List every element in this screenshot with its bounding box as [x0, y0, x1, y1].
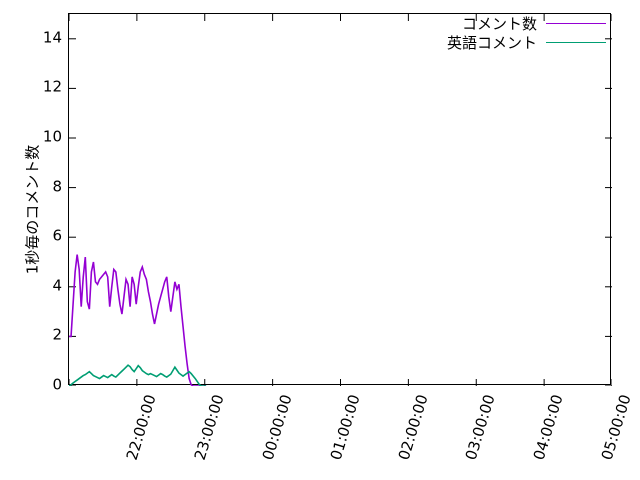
y-tick-label: 6: [52, 226, 62, 245]
x-tick-label: 00:00:00: [258, 392, 296, 463]
x-tick-label: 22:00:00: [122, 392, 160, 463]
x-tick-label: 05:00:00: [597, 392, 635, 463]
legend-line-sample-english-comment: [546, 42, 606, 43]
x-tick-label: 03:00:00: [462, 392, 500, 463]
legend-label-comment-count: コメント数: [461, 15, 537, 33]
plot-area: [68, 13, 612, 386]
series-line-english-comment: [69, 364, 207, 386]
y-tick-label: 2: [52, 325, 62, 344]
legend-item-english-comment: 英語コメント: [420, 33, 606, 52]
chart-legend: コメント数 英語コメント: [420, 14, 606, 52]
y-tick-label: 0: [52, 375, 62, 394]
y-axis-tick-labels: 0 2 4 6 8 10 12 14: [0, 0, 62, 480]
legend-line-sample-comment-count: [546, 23, 606, 24]
legend-item-comment-count: コメント数: [420, 14, 606, 33]
x-tick-label: 02:00:00: [394, 392, 432, 463]
plot-svg: [69, 14, 612, 386]
x-tick-label: 23:00:00: [190, 392, 228, 463]
y-tick-label: 12: [42, 77, 62, 96]
x-tick-label: 01:00:00: [326, 392, 364, 463]
legend-label-english-comment: 英語コメント: [446, 34, 537, 52]
y-tick-label: 8: [52, 177, 62, 196]
x-tick-label: 04:00:00: [530, 392, 567, 463]
y-tick-label: 4: [52, 276, 62, 295]
y-tick-label: 14: [42, 28, 62, 47]
y-tick-label: 10: [42, 127, 62, 146]
series-line-comment-count: [69, 254, 207, 386]
